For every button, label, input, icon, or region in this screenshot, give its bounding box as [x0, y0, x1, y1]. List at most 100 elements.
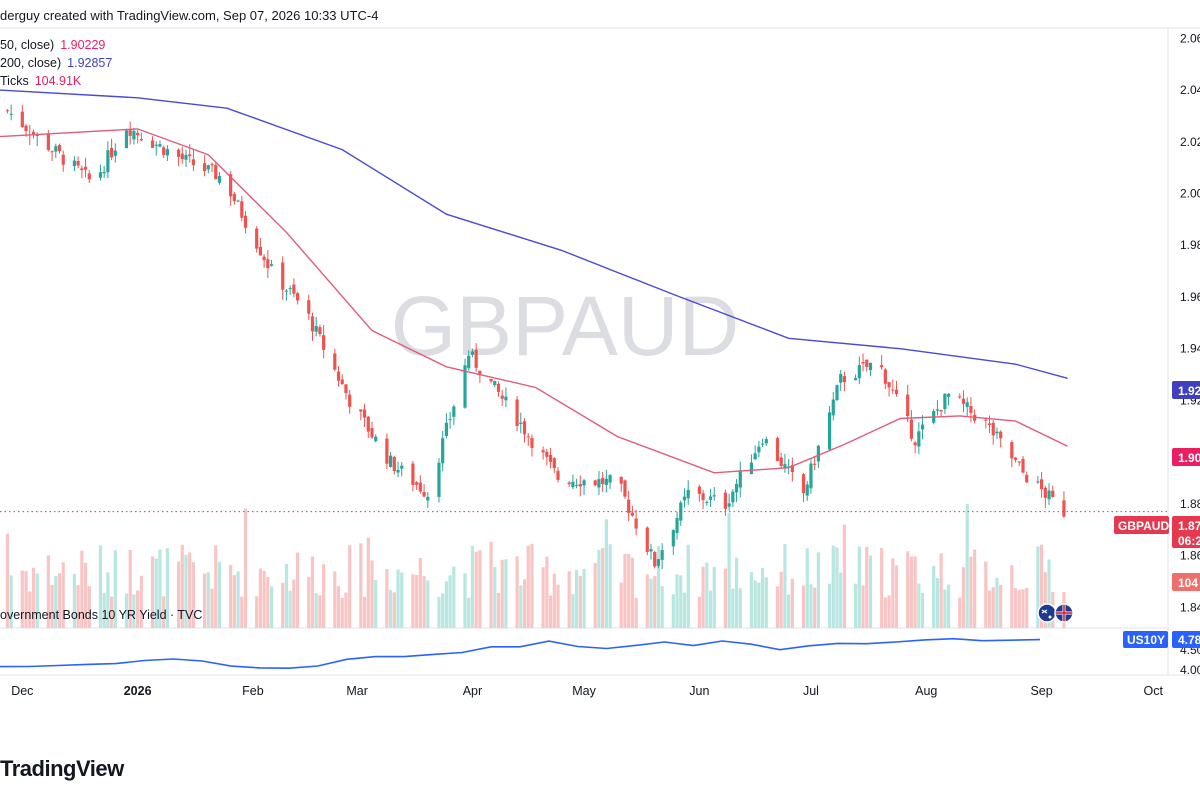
time-tick-label: May: [572, 684, 596, 698]
volume-bar: [72, 573, 76, 628]
volume-bar: [370, 560, 374, 628]
candle-body: [868, 362, 873, 371]
volume-bar: [705, 562, 709, 628]
candle-body: [935, 409, 940, 411]
price-tick-label: 1.88: [1180, 497, 1200, 511]
candle-body: [623, 480, 627, 497]
ma50-legend[interactable]: 50, close) 1.90229: [0, 38, 105, 52]
volume-bar: [57, 573, 62, 628]
time-tick-label: Jul: [803, 684, 819, 698]
candle-body: [753, 453, 757, 460]
volume-bar: [284, 563, 289, 628]
ma200-legend[interactable]: 200, close) 1.92857: [0, 56, 112, 70]
volume-bar: [854, 583, 858, 628]
volume-bar: [545, 556, 549, 628]
moving-averages: [0, 89, 1168, 513]
volume-bar: [519, 585, 523, 628]
volume-bar: [307, 576, 311, 628]
candle-body: [136, 132, 140, 136]
candle-body: [734, 483, 739, 493]
price-tick-label: 1.98: [1180, 238, 1200, 252]
volume-bar: [102, 593, 106, 628]
time-tick-label: Dec: [11, 684, 33, 698]
candle-body: [541, 450, 545, 453]
volume-bar: [154, 558, 158, 628]
volume-bar: [634, 597, 638, 628]
candle-body: [761, 443, 765, 445]
candle-body: [24, 125, 28, 132]
candle-body: [749, 462, 754, 475]
candle-body: [723, 492, 727, 509]
candle-body: [452, 406, 456, 417]
candle-body: [162, 147, 166, 155]
candle-body: [593, 480, 597, 486]
volume-bar: [1043, 572, 1047, 628]
candle-body: [630, 512, 634, 516]
volume-bar: [76, 584, 80, 628]
volume-bar: [727, 512, 731, 628]
candle-body: [965, 402, 969, 407]
au-flag-icon[interactable]: [1037, 603, 1057, 623]
candle-body: [887, 382, 891, 388]
candle-body: [344, 384, 348, 394]
volume-bar: [340, 597, 344, 628]
candle-body: [496, 383, 501, 392]
candle-body: [783, 464, 787, 468]
candle-body: [292, 284, 296, 294]
volume-bar: [441, 593, 445, 628]
volume-bar: [132, 594, 136, 628]
symbol-tag: [1114, 516, 1169, 534]
volume-bar: [556, 584, 560, 628]
candle-body: [1062, 500, 1066, 517]
volume-bar: [493, 566, 497, 628]
candle-body: [764, 439, 768, 444]
volume-bar: [731, 588, 735, 628]
candle-body: [880, 365, 884, 368]
volume-bar: [995, 577, 999, 628]
us10y-symbol-tag-text: US10Y: [1127, 633, 1165, 647]
candle-body: [269, 264, 274, 266]
candle-body: [80, 168, 84, 171]
candle-body: [920, 424, 925, 430]
candle-body: [809, 463, 813, 489]
candle-body: [340, 379, 344, 384]
candle-body: [113, 150, 117, 156]
volume-bar: [139, 575, 143, 628]
volume-bar: [333, 571, 337, 628]
volume-bar: [969, 556, 973, 628]
volume-bar: [452, 566, 456, 628]
candle-body: [1040, 479, 1044, 490]
volume-bar: [917, 583, 921, 628]
candle-body: [939, 409, 943, 412]
candle-body: [1013, 457, 1018, 460]
candle-body: [102, 171, 106, 174]
candlesticks: [5, 104, 1066, 569]
volume-bar: [158, 549, 162, 628]
volume-bar: [608, 544, 612, 628]
candle-body: [385, 438, 389, 464]
us10y-legend[interactable]: overnment Bonds 10 YR Yield · TVC: [0, 608, 203, 622]
candle-body: [9, 113, 13, 115]
volume-bar: [385, 568, 389, 628]
candle-body: [816, 445, 820, 462]
candle-body: [842, 376, 847, 383]
candle-body: [318, 327, 322, 335]
volume-bar: [686, 544, 690, 628]
volume-bar: [548, 595, 553, 628]
volume-legend[interactable]: Ticks 104.91K: [0, 74, 81, 88]
uk-flag-icon[interactable]: [1054, 603, 1074, 623]
candle-body: [422, 491, 426, 497]
volume-bar: [288, 590, 292, 628]
candle-body: [634, 518, 638, 529]
candle-body: [214, 165, 218, 180]
volume-bar: [496, 592, 501, 628]
ma200-legend-value: 1.92857: [67, 56, 113, 70]
tradingview-logo[interactable]: TradingView: [0, 756, 124, 781]
candle-body: [83, 166, 88, 170]
candle-body: [578, 484, 582, 487]
time-tick-label: Apr: [463, 684, 482, 698]
candle-body: [392, 456, 396, 472]
volume-bar: [943, 589, 947, 628]
